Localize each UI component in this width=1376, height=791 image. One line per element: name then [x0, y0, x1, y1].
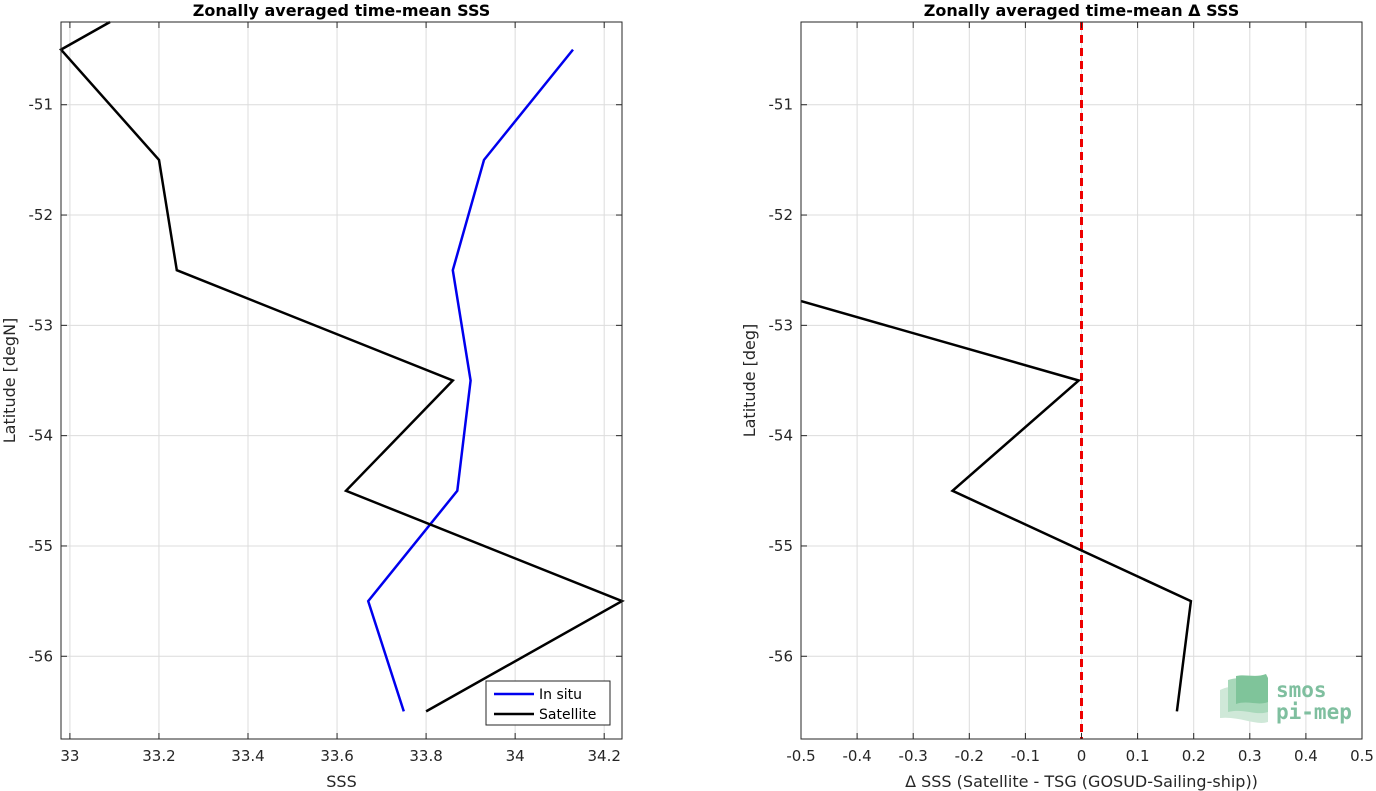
x-tick-label: 0.3 — [1238, 747, 1262, 765]
x-tick-label: 0.2 — [1182, 747, 1206, 765]
legend-entry-label: Satellite — [539, 707, 596, 723]
y-tick-label: -51 — [769, 96, 794, 114]
series-line-0 — [800, 299, 1193, 712]
legend-entry-label: In situ — [539, 687, 582, 703]
y-tick-label: -54 — [769, 427, 794, 445]
smos-pi-mep-logo: smos pi-mep — [1220, 674, 1352, 724]
x-tick-label: 33 — [60, 747, 79, 765]
y-tick-label: -52 — [29, 206, 54, 224]
x-tick-label: 0.1 — [1126, 747, 1150, 765]
x-tick-label: 33.8 — [409, 747, 442, 765]
x-tick-label: 33.4 — [231, 747, 264, 765]
logo-wave-icon — [1220, 674, 1268, 723]
x-tick-label: 0 — [1077, 747, 1087, 765]
chart-title-delta-sss: Zonally averaged time-mean Δ SSS — [924, 1, 1240, 20]
axes-box — [60, 21, 623, 740]
x-tick-label: 34.2 — [587, 747, 620, 765]
y-tick-label: -56 — [769, 647, 794, 665]
x-tick-label: 33.6 — [320, 747, 353, 765]
y-tick-label: -55 — [29, 537, 54, 555]
x-tick-label: 0.4 — [1294, 747, 1318, 765]
y-axis-label-sss: Latitude [degN] — [0, 318, 19, 444]
logo-line1: smos — [1276, 678, 1327, 702]
x-tick-label: -0.3 — [899, 747, 928, 765]
x-tick-label: -0.1 — [1011, 747, 1040, 765]
y-tick-label: -56 — [29, 647, 54, 665]
series-line-in-situ — [366, 48, 574, 712]
logo-line2: pi-mep — [1276, 700, 1352, 724]
x-tick-label: -0.5 — [786, 747, 815, 765]
y-tick-label: -54 — [29, 427, 54, 445]
y-tick-label: -53 — [769, 316, 794, 334]
plot-area — [61, 22, 622, 739]
x-tick-label: -0.2 — [955, 747, 984, 765]
x-axis-label-sss: SSS — [326, 772, 356, 791]
delta-sss-panel: Zonally averaged time-mean Δ SSS Δ SSS (… — [740, 1, 1374, 791]
x-tick-label: 33.2 — [142, 747, 175, 765]
series-line-satellite — [59, 20, 625, 713]
x-tick-label: 0.5 — [1350, 747, 1374, 765]
sss-panel: Zonally averaged time-mean SSS SSS Latit… — [0, 1, 625, 791]
y-tick-label: -53 — [29, 316, 54, 334]
legend: In situ Satellite — [485, 680, 611, 726]
x-tick-label: -0.4 — [842, 747, 871, 765]
x-axis-label-delta-sss: Δ SSS (Satellite - TSG (GOSUD-Sailing-sh… — [905, 772, 1258, 791]
x-tick-label: 34 — [506, 747, 525, 765]
y-tick-label: -51 — [29, 96, 54, 114]
chart-title-sss: Zonally averaged time-mean SSS — [193, 1, 491, 20]
y-tick-label: -55 — [769, 537, 794, 555]
y-axis-label-delta-sss: Latitude [deg] — [740, 324, 759, 438]
y-tick-label: -52 — [769, 206, 794, 224]
